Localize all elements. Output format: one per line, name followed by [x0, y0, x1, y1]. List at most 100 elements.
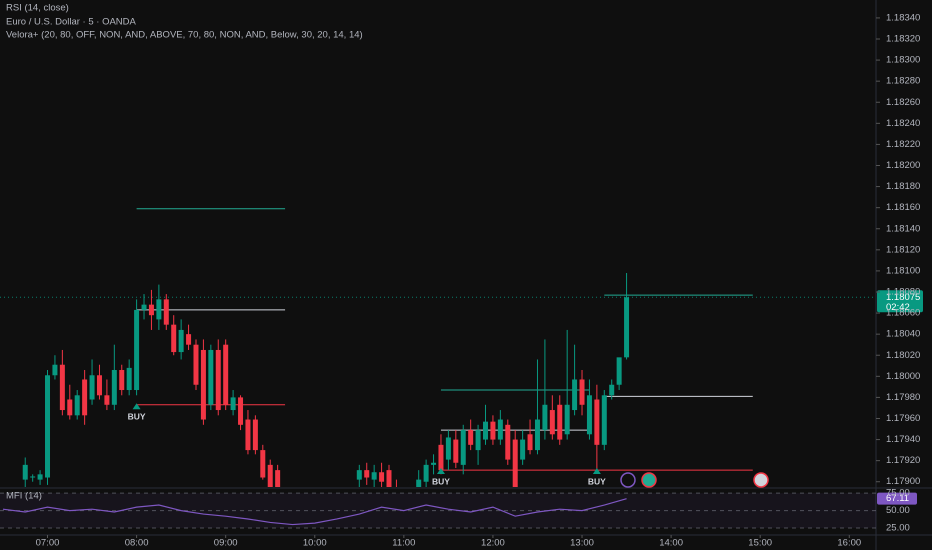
candle-body — [104, 395, 110, 405]
candle-body — [379, 472, 385, 482]
y-tick-label: 1.18140 — [886, 223, 920, 234]
candle-body — [22, 464, 28, 480]
candle-body — [490, 421, 496, 440]
mfi-tick-label: 25.00 — [886, 523, 910, 534]
candle-body — [163, 299, 169, 325]
candle-body — [186, 334, 192, 345]
last-price-box — [877, 290, 923, 313]
y-tick-label: 1.18080 — [886, 287, 920, 298]
mfi-tick-label: 75.00 — [886, 488, 910, 499]
y-tick-label: 1.18320 — [886, 34, 920, 45]
candle-body — [238, 397, 244, 425]
x-tick-label: 12:00 — [481, 538, 505, 549]
icon[interactable] — [620, 472, 636, 488]
mfi-last-box — [877, 492, 917, 505]
candle-body — [386, 470, 392, 487]
candle-body — [82, 379, 88, 416]
x-tick-label: 10:00 — [303, 538, 327, 549]
candle-body — [423, 464, 429, 482]
candle-body — [134, 309, 140, 391]
candle-body — [527, 434, 533, 451]
y-tick-label: 1.18060 — [886, 308, 920, 319]
x-tick-label: 09:00 — [214, 538, 238, 549]
candle-body — [497, 419, 503, 440]
candle-body — [460, 430, 466, 465]
x-tick-label: 13:00 — [570, 538, 594, 549]
candle-body — [74, 395, 80, 416]
candle-body — [141, 304, 147, 310]
candle-body — [171, 324, 177, 353]
candle-body — [549, 410, 555, 435]
y-tick-label: 1.18180 — [886, 181, 920, 192]
candle-body — [520, 439, 526, 460]
candle-body — [445, 437, 451, 460]
icon[interactable] — [641, 472, 657, 488]
candle-body — [45, 375, 51, 478]
chart-title: Euro / U.S. Dollar · 5 · OANDA — [6, 17, 137, 28]
y-tick-label: 1.18340 — [886, 12, 920, 23]
mfi-tick-label: 50.00 — [886, 505, 910, 516]
candle-body — [586, 395, 592, 435]
candle-body — [111, 369, 117, 405]
x-tick-label: 08:00 — [125, 538, 149, 549]
candle-body — [193, 344, 199, 385]
y-tick-label: 1.18100 — [886, 265, 920, 276]
candle-body — [275, 470, 281, 487]
y-tick-label: 1.17960 — [886, 413, 920, 424]
candle-body — [67, 399, 73, 416]
y-tick-label: 1.18000 — [886, 371, 920, 382]
candle-body — [542, 404, 548, 431]
overlay-title: RSI (14, close) — [6, 3, 69, 14]
candle-body — [609, 384, 615, 396]
mfi-last-label: 67.11 — [886, 493, 909, 504]
candle-body — [178, 329, 184, 353]
signal-marker — [592, 468, 601, 474]
icon[interactable] — [753, 472, 769, 488]
y-tick-label: 1.18200 — [886, 160, 920, 171]
candle-body — [200, 349, 206, 420]
y-tick-label: 1.18220 — [886, 139, 920, 150]
candle-body — [364, 470, 370, 478]
candle-body — [616, 357, 622, 385]
candle-body — [52, 364, 58, 376]
y-tick-label: 1.18040 — [886, 329, 920, 340]
candle-body — [126, 367, 132, 391]
signal-label: BUY — [128, 412, 146, 422]
candle-body — [438, 444, 444, 471]
signal-marker — [436, 468, 445, 474]
x-tick-label: 07:00 — [36, 538, 60, 549]
y-tick-label: 1.18240 — [886, 118, 920, 129]
candle-body — [564, 404, 570, 435]
candle-body — [260, 450, 266, 478]
y-tick-label: 1.18300 — [886, 55, 920, 66]
candle-body — [156, 299, 162, 320]
countdown: 02:42 — [886, 302, 910, 313]
y-tick-label: 1.18280 — [886, 76, 920, 87]
x-tick-label: 11:00 — [392, 538, 415, 549]
candle-body — [572, 379, 578, 411]
candle-body — [252, 419, 258, 451]
candle-body — [579, 379, 585, 405]
candle-body — [223, 344, 229, 405]
candle-body — [245, 419, 251, 451]
candle-body — [483, 421, 489, 440]
candle-body — [208, 349, 214, 405]
signal-label: BUY — [588, 476, 606, 486]
signal-marker — [132, 403, 141, 410]
y-tick-label: 1.18020 — [886, 350, 920, 361]
candle-body — [356, 470, 362, 480]
y-tick-label: 1.17900 — [886, 476, 920, 487]
candle-body — [416, 479, 422, 487]
candle-body — [96, 375, 102, 396]
last-price-label: 1.18075 — [886, 292, 920, 303]
y-tick-label: 1.17980 — [886, 392, 920, 403]
candle-body — [431, 462, 437, 465]
candle-body — [148, 304, 154, 316]
candle-body — [594, 399, 600, 445]
candle-body — [624, 297, 630, 358]
candle-body — [557, 404, 563, 440]
y-tick-label: 1.17940 — [886, 434, 920, 445]
candle-body — [505, 424, 511, 460]
candle-body — [475, 430, 481, 451]
y-tick-label: 1.17920 — [886, 455, 920, 466]
